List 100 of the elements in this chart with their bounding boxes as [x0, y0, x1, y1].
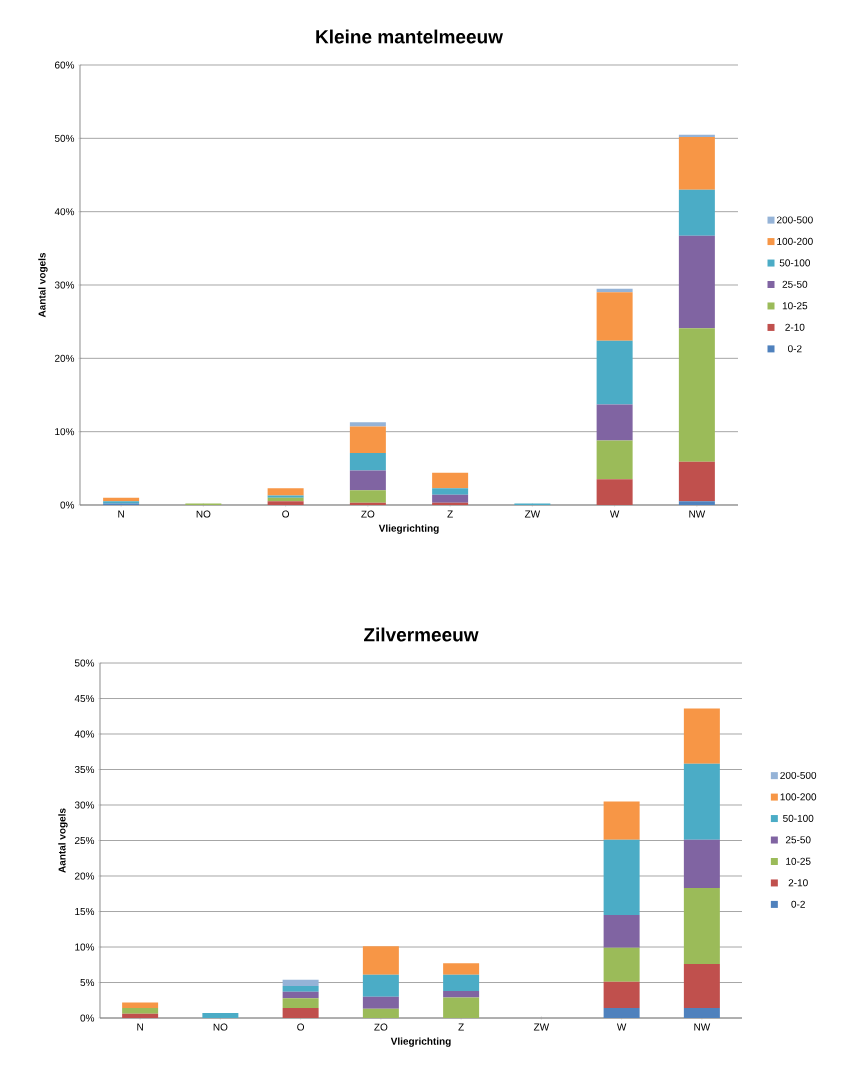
bar — [603, 801, 640, 840]
bar — [678, 189, 715, 236]
legend-label: 100-200 — [780, 793, 817, 801]
y-tick-label: 10% — [55, 428, 75, 436]
legend-label: 50-100 — [783, 814, 814, 822]
legend-label: 50-100 — [779, 259, 811, 267]
y-tick-label: 20% — [54, 354, 75, 362]
x-tick-label: N — [118, 510, 124, 518]
bar — [683, 964, 720, 1009]
bar — [443, 974, 480, 992]
y-tick-label: 15% — [75, 908, 95, 916]
y-tick-label: 0% — [60, 501, 75, 509]
legend-label: 10-25 — [786, 857, 811, 865]
bar — [122, 1013, 159, 1019]
bar — [349, 490, 386, 503]
y-tick-label: 5% — [80, 979, 95, 987]
chart-title: Kleine mantelmeeuw — [316, 29, 503, 44]
bar — [349, 502, 386, 506]
y-tick-label: 50% — [54, 134, 75, 142]
bar — [362, 946, 399, 975]
y-tick-label: 25% — [74, 836, 95, 845]
bar — [432, 502, 469, 506]
bar — [683, 708, 720, 764]
bar — [282, 991, 319, 999]
y-tick-label: 40% — [54, 208, 75, 216]
bar — [267, 501, 304, 506]
y-axis-title: Aantal vogels — [58, 808, 68, 873]
x-tick-label: NW — [694, 1023, 711, 1031]
bar — [432, 488, 469, 495]
y-tick-label: 30% — [74, 801, 95, 809]
x-tick-label: ZW — [533, 1023, 550, 1031]
bar — [596, 479, 633, 506]
legend-label: 2-10 — [785, 323, 805, 331]
x-tick-label: ZO — [374, 1023, 388, 1031]
bar — [596, 404, 633, 441]
bar — [349, 470, 386, 491]
bar — [678, 235, 715, 329]
bar — [603, 839, 640, 916]
x-tick-label: Z — [458, 1023, 464, 1031]
bar — [267, 495, 304, 498]
bar — [349, 426, 386, 453]
x-tick-label: O — [297, 1023, 305, 1031]
bar — [678, 134, 715, 137]
legend-label: 200-500 — [780, 771, 817, 779]
bar — [683, 888, 720, 965]
bar — [122, 1008, 159, 1014]
y-tick-label: 40% — [74, 730, 95, 738]
x-tick-label: O — [282, 510, 290, 518]
y-tick-label: 50% — [74, 659, 95, 667]
x-tick-label: W — [609, 510, 620, 518]
x-tick-label: NW — [689, 510, 706, 518]
bar — [603, 947, 640, 982]
x-tick-label: ZW — [524, 510, 541, 518]
y-tick-label: 35% — [74, 765, 95, 774]
legend-label: 0-2 — [788, 345, 802, 353]
chart-title: Zilvermeeuw — [364, 627, 479, 642]
bar — [362, 1008, 399, 1019]
legend-label: 200-500 — [776, 216, 813, 224]
y-tick-label: 60% — [54, 61, 75, 69]
legend-label: 2-10 — [788, 879, 808, 887]
y-tick-label: 10% — [75, 943, 95, 951]
bar — [349, 422, 386, 427]
legend-label: 100-200 — [777, 237, 813, 245]
bar — [282, 998, 319, 1009]
legend-label: 10-25 — [782, 302, 808, 310]
bar — [443, 963, 480, 975]
x-axis-title: Vliegrichting — [390, 1037, 451, 1047]
bar — [678, 461, 715, 502]
bar — [282, 979, 319, 987]
legend-label: 0-2 — [791, 900, 805, 908]
bar — [443, 997, 480, 1019]
bar — [282, 986, 319, 992]
x-axis-title: Vliegrichting — [378, 524, 439, 534]
x-tick-label: Z — [447, 510, 453, 518]
bar — [596, 292, 633, 341]
bar — [603, 915, 640, 948]
x-tick-label: N — [137, 1023, 143, 1031]
bar — [282, 1008, 319, 1019]
bar — [267, 488, 304, 496]
bar — [683, 839, 720, 889]
y-tick-label: 30% — [54, 281, 75, 289]
bar — [678, 328, 715, 462]
bar — [596, 340, 633, 405]
legend-label: 25-50 — [782, 280, 808, 288]
bar — [432, 472, 469, 489]
y-tick-label: 0% — [80, 1014, 95, 1022]
bar — [443, 991, 480, 998]
bar — [362, 974, 399, 997]
bar — [362, 996, 399, 1009]
bar — [678, 501, 715, 506]
bar — [432, 494, 469, 503]
legend-label: 25-50 — [785, 836, 811, 844]
y-tick-label: 45% — [74, 695, 95, 703]
bar — [603, 981, 640, 1009]
bar — [349, 452, 386, 471]
x-tick-label: NO — [213, 1023, 228, 1031]
y-axis-title: Aantal vogels — [38, 252, 48, 318]
bar — [678, 136, 715, 190]
x-tick-label: W — [616, 1023, 627, 1031]
x-tick-label: ZO — [361, 510, 375, 518]
